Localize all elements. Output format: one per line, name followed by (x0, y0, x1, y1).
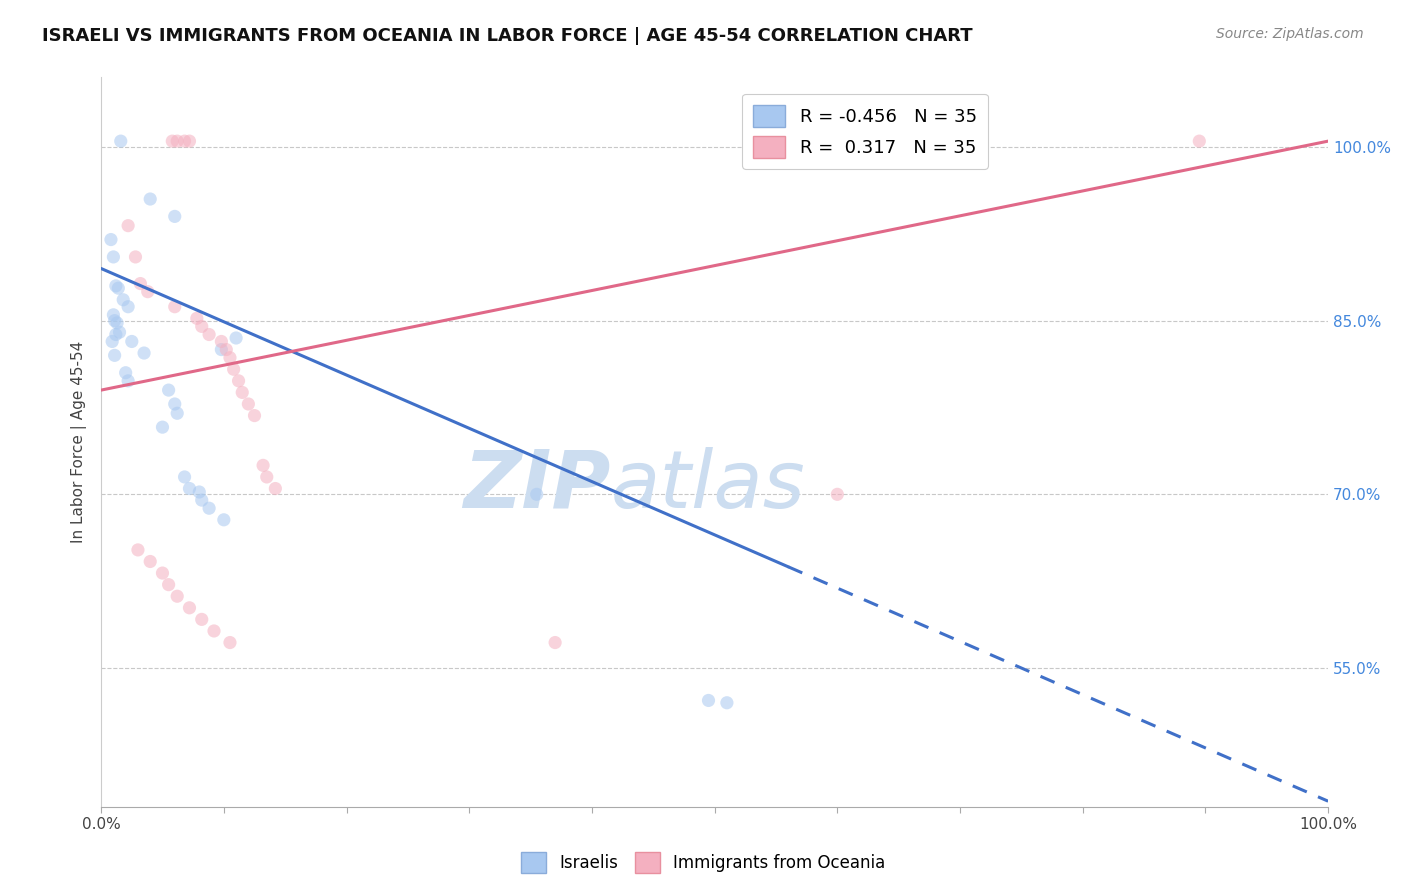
Point (1188, 134, 1211, 148)
Point (100, 233, 122, 247)
Point (827, 487, 849, 501)
Point (188, 485, 211, 500)
Point (117, 300, 139, 314)
Point (202, 624, 225, 638)
Point (129, 277, 152, 291)
Point (716, 696, 738, 710)
Point (127, 542, 149, 557)
Point (225, 331, 247, 345)
Point (110, 134, 132, 148)
Point (107, 281, 129, 295)
Point (117, 219, 139, 233)
Point (108, 325, 131, 339)
Point (190, 612, 212, 626)
Point (252, 458, 274, 473)
Legend: R = -0.456   N = 35, R =  0.317   N = 35: R = -0.456 N = 35, R = 0.317 N = 35 (742, 94, 988, 169)
Legend: Israelis, Immigrants from Oceania: Israelis, Immigrants from Oceania (515, 846, 891, 880)
Point (152, 566, 174, 580)
Point (157, 383, 180, 397)
Point (117, 374, 139, 388)
Point (163, 300, 186, 314)
Point (173, 470, 195, 484)
Point (103, 308, 125, 322)
Point (104, 313, 127, 327)
Point (190, 493, 212, 508)
Point (697, 693, 720, 707)
Point (219, 635, 242, 649)
Point (209, 343, 232, 357)
Point (186, 311, 208, 326)
Point (166, 134, 188, 148)
Point (166, 406, 188, 420)
Point (219, 351, 242, 365)
Point (101, 334, 124, 349)
Point (163, 210, 186, 224)
Point (526, 487, 548, 501)
Point (256, 470, 278, 484)
Point (124, 250, 146, 264)
Point (215, 343, 238, 357)
Point (104, 327, 127, 342)
Point (136, 285, 159, 299)
Point (231, 385, 253, 400)
Point (198, 501, 221, 516)
Point (544, 635, 567, 649)
Point (105, 316, 128, 330)
Point (173, 134, 195, 148)
Text: Source: ZipAtlas.com: Source: ZipAtlas.com (1216, 27, 1364, 41)
Text: ZIP: ZIP (463, 447, 610, 525)
Point (179, 482, 201, 496)
Point (209, 334, 232, 349)
Point (179, 134, 201, 148)
Point (163, 397, 186, 411)
Point (243, 409, 266, 423)
Point (104, 278, 127, 293)
Point (121, 334, 143, 349)
Text: atlas: atlas (610, 447, 806, 525)
Point (190, 319, 212, 334)
Point (112, 293, 135, 307)
Point (139, 192, 162, 206)
Text: ISRAELI VS IMMIGRANTS FROM OCEANIA IN LABOR FORCE | AGE 45-54 CORRELATION CHART: ISRAELI VS IMMIGRANTS FROM OCEANIA IN LA… (42, 27, 973, 45)
Point (222, 362, 245, 376)
Point (212, 513, 235, 527)
Y-axis label: In Labor Force | Age 45-54: In Labor Force | Age 45-54 (72, 341, 87, 543)
Point (166, 589, 188, 603)
Point (228, 374, 250, 388)
Point (162, 134, 184, 148)
Point (198, 327, 221, 342)
Point (114, 366, 136, 380)
Point (152, 420, 174, 434)
Point (104, 348, 127, 362)
Point (139, 554, 162, 568)
Point (264, 482, 287, 496)
Point (238, 397, 260, 411)
Point (103, 250, 125, 264)
Point (157, 577, 180, 591)
Point (179, 600, 201, 615)
Point (132, 346, 155, 360)
